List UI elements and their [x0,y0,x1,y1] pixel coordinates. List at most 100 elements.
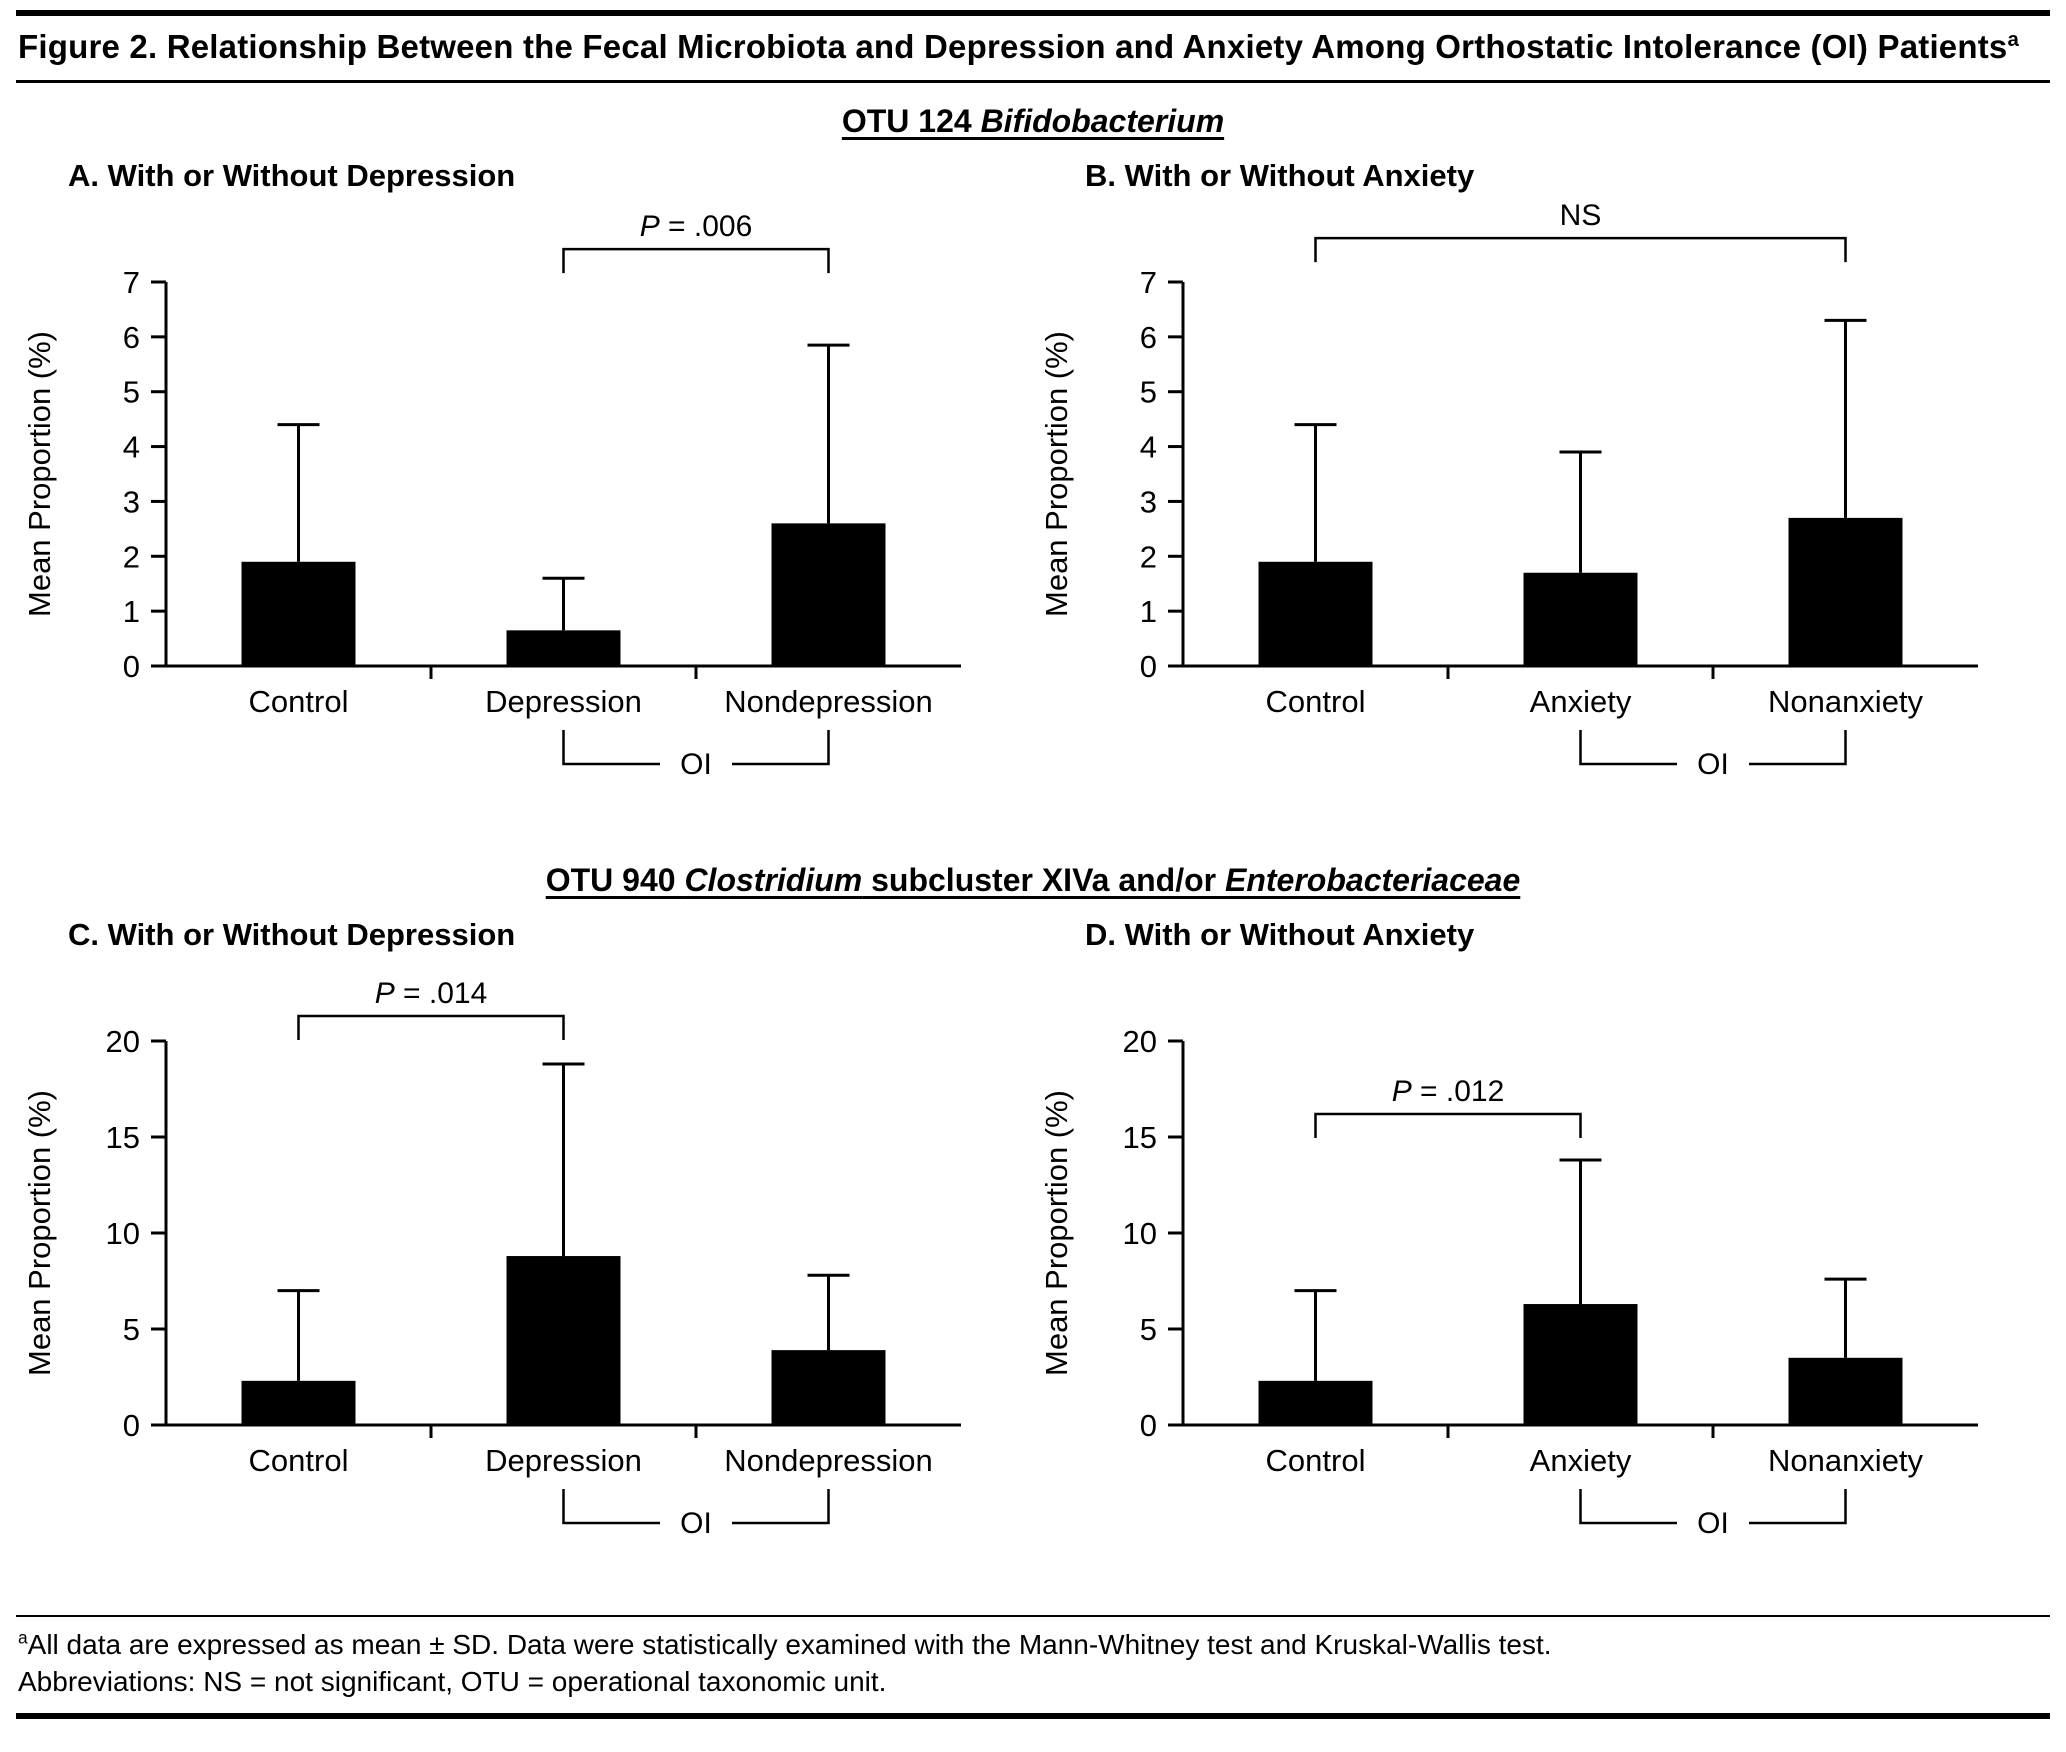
bar-control [1258,1380,1373,1425]
oi-bracket-right [1749,730,1847,766]
oi-bracket-right [732,1489,830,1525]
category-label: Control [249,1443,349,1478]
y-tick-label: 3 [123,484,140,519]
panel-b: B. With or Without Anxiety 0 1 2 3 4 5 6 7 Contr… [1033,144,2050,842]
category-label: Anxiety [1530,1443,1632,1478]
section-heading-otu124: OTU 124 Bifidobacterium [16,103,2050,140]
y-tick-label: 7 [123,265,140,300]
text-run: All data are expressed as mean ± SD. Dat… [27,1629,1552,1660]
footnotes: aAll data are expressed as mean ± SD. Da… [16,1617,2050,1713]
significance-bracket [1314,236,1847,263]
oi-bracket-left [562,730,660,766]
category-label: Depression [485,1443,642,1478]
italic-text: Enterobacteriaceae [1225,862,1521,898]
chart-row-top: A. With or Without Depression 0 1 2 3 4 5 6 7 Co… [16,144,2050,842]
y-tick-label: 1 [123,594,140,629]
bar-anxiety [1523,1304,1638,1425]
significance-bracket [562,247,830,274]
y-tick-label: 0 [123,649,140,684]
bar-chart-C: 0 5 10 15 20 Control Depression Nondepression P … [22,977,961,1540]
text-run: subcluster XIVa and/or [862,862,1225,898]
y-tick-label: 6 [1140,320,1157,355]
y-tick-label: 5 [123,375,140,410]
chart-a: 0 1 2 3 4 5 6 7 Control Depression Nondepression P … [16,194,1033,842]
text-run: OTU 940 [545,862,685,898]
y-axis-title: Mean Proportion (%) [1039,1090,1074,1376]
category-label: Depression [485,684,642,719]
y-tick-label: 2 [123,539,140,574]
italic-text: Clostridium [684,862,863,898]
y-tick-label: 15 [1123,1120,1157,1155]
bar-chart-A: 0 1 2 3 4 5 6 7 Control Depression Nondepression P … [22,210,961,781]
bar-anxiety [1523,572,1638,666]
oi-bracket-left [562,1489,660,1525]
bar-chart-B: 0 1 2 3 4 5 6 7 Control Anxiety Nonanxiety NS OI Mean… [1039,199,1978,781]
text-run: Figure 2. Relationship Between the Fecal… [18,28,2008,65]
y-tick-label: 0 [123,1408,140,1443]
y-tick-label: 1 [1140,594,1157,629]
panel-a: A. With or Without Depression 0 1 2 3 4 5 6 7 Co… [16,144,1033,842]
footnote-line1: aAll data are expressed as mean ± SD. Da… [18,1627,2048,1664]
y-tick-label: 3 [1140,484,1157,519]
oi-label: OI [1697,748,1729,781]
chart-b: 0 1 2 3 4 5 6 7 Control Anxiety Nonanxiety NS OI Mean… [1033,194,2050,842]
bottom-rule [16,1712,2050,1719]
superscript-text: a [2007,28,2020,51]
y-axis-title: Mean Proportion (%) [22,1090,57,1376]
category-label: Control [249,684,349,719]
oi-bracket-right [732,730,830,766]
panel-b-label: B. With or Without Anxiety [1085,158,1475,193]
oi-bracket-left [1579,730,1677,766]
bar-depression [506,630,621,666]
panel-d: D. With or Without Anxiety 0 5 10 15 20 Contr… [1033,903,2050,1601]
category-label: Nondepression [724,1443,933,1478]
chart-row-bottom: C. With or Without Depression 0 5 10 15 20 Co… [16,903,2050,1601]
y-tick-label: 4 [1140,430,1157,465]
y-tick-label: 20 [106,1024,140,1059]
bar-depression [506,1256,621,1425]
italic-text: Bifidobacterium [980,103,1225,139]
panel-c-label: C. With or Without Depression [68,917,516,952]
bar-nonanxiety [1788,517,1903,666]
category-label: Control [1266,684,1366,719]
y-tick-label: 10 [106,1216,140,1251]
y-tick-label: 5 [1140,375,1157,410]
panel-a-label: A. With or Without Depression [68,158,516,193]
bar-control [1258,561,1373,666]
category-label: Anxiety [1530,684,1632,719]
y-tick-label: 0 [1140,649,1157,684]
significance-bracket [1314,1112,1582,1138]
figure-title: Figure 2. Relationship Between the Fecal… [16,16,2050,80]
bar-control [241,561,356,666]
significance-label: P = .014 [375,977,488,1010]
bar-control [241,1380,356,1425]
panel-d-label: D. With or Without Anxiety [1085,917,1475,952]
oi-bracket-right [1749,1489,1847,1525]
category-label: Nonanxiety [1768,1443,1924,1478]
section-heading-otu940: OTU 940 Clostridium subcluster XIVa and/… [16,862,2050,899]
footnote-line2: Abbreviations: NS = not significant, OTU… [18,1665,887,1697]
y-tick-label: 15 [106,1120,140,1155]
bar-nonanxiety [1788,1357,1903,1425]
y-tick-label: 0 [1140,1408,1157,1443]
text-run: OTU 124 [841,103,981,139]
panel-c: C. With or Without Depression 0 5 10 15 20 Co… [16,903,1033,1601]
oi-label: OI [680,1507,712,1540]
chart-d: 0 5 10 15 20 Control Anxiety Nonanxiety P = .012… [1033,953,2050,1601]
oi-label: OI [1697,1507,1729,1540]
bar-nondepression [771,523,886,666]
y-axis-title: Mean Proportion (%) [22,331,57,617]
oi-label: OI [680,748,712,781]
category-label: Control [1266,1443,1366,1478]
significance-label: P = .012 [1392,1075,1505,1108]
y-tick-label: 2 [1140,539,1157,574]
superscript-text: a [18,1627,28,1648]
y-tick-label: 10 [1123,1216,1157,1251]
significance-label: P = .006 [640,210,753,243]
y-tick-label: 5 [123,1312,140,1347]
chart-c: 0 5 10 15 20 Control Depression Nondepression P … [16,953,1033,1601]
y-tick-label: 6 [123,320,140,355]
top-rule [16,10,2050,16]
y-tick-label: 5 [1140,1312,1157,1347]
